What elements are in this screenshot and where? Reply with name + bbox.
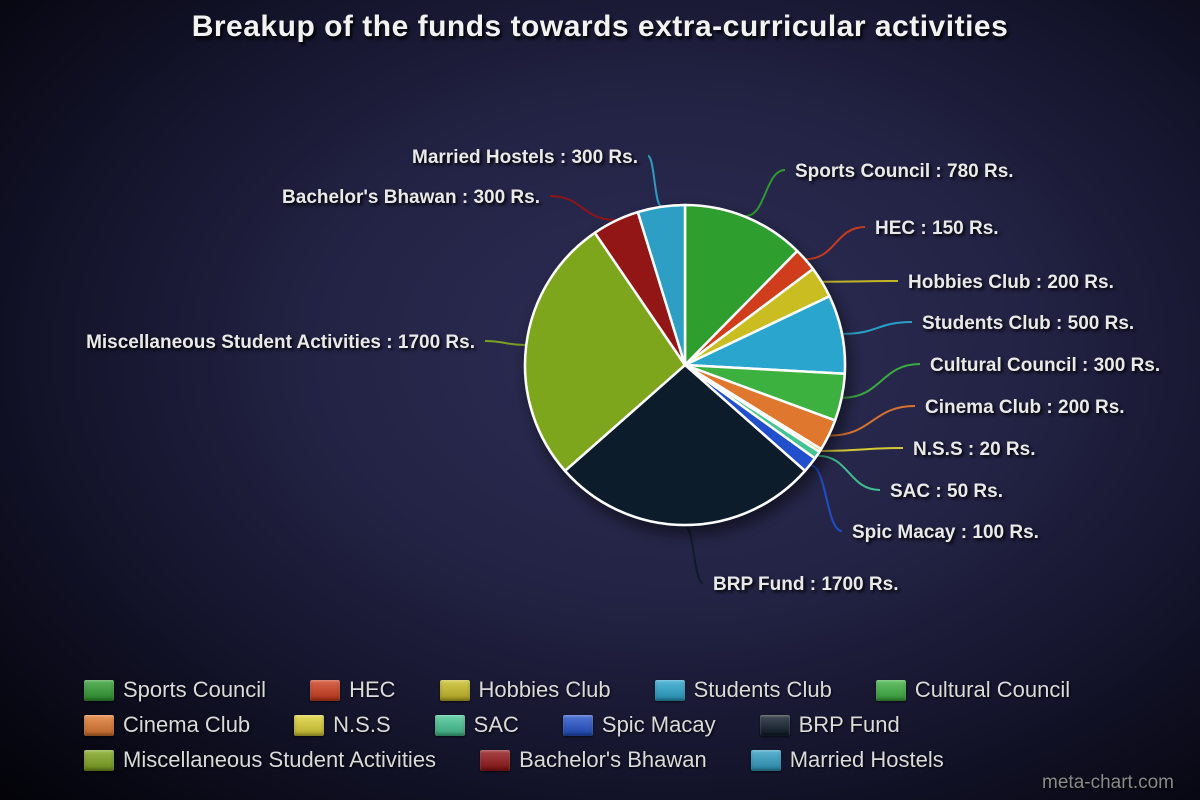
slice-callout-married-hostels: Married Hostels : 300 Rs.: [412, 147, 638, 168]
pie-slice-married-hostels: [636, 203, 687, 367]
legend-item-sports-council: Sports Council: [84, 676, 266, 704]
leader-line-sports-council: [745, 169, 786, 217]
legend-swatch-spic-macay: [562, 714, 593, 736]
leader-line-students-club: [842, 321, 913, 335]
legend-label: Spic Macay: [601, 712, 716, 737]
legend-swatch-cultural-council: [875, 679, 906, 701]
slice-callout-cinema-club: Cinema Club : 200 Rs.: [925, 397, 1125, 418]
legend-item-cinema-club: Cinema Club: [84, 711, 250, 739]
leader-line-cinema-club: [829, 405, 916, 437]
legend-swatch-students-club: [654, 679, 685, 701]
legend-label: HEC: [349, 677, 396, 702]
legend-label: Cinema Club: [123, 712, 251, 737]
legend-label: Students Club: [693, 677, 832, 702]
leader-line-bachelor-s-bhawan: [549, 195, 616, 221]
leader-lines: [484, 155, 921, 584]
legend-item-sac: SAC: [434, 711, 519, 739]
pie-slice-brp-fund: [563, 363, 807, 527]
leader-line-brp-fund: [684, 525, 704, 584]
slice-callout-students-club: Students Club : 500 Rs.: [922, 313, 1134, 334]
legend-item-married-hostels: Married Hostels: [750, 746, 944, 774]
slice-callout-miscellaneous-student-activities: Miscellaneous Student Activities : 1700 …: [86, 332, 475, 353]
legend-item-n-s-s: N.S.S: [294, 711, 391, 739]
slice-callout-hobbies-club: Hobbies Club : 200 Rs.: [908, 272, 1114, 293]
legend-item-bachelor-s-bhawan: Bachelor's Bhawan: [480, 746, 707, 774]
legend-swatch-cinema-club: [84, 714, 114, 736]
leader-line-spic-macay: [810, 464, 843, 532]
slice-callout-sports-council: Sports Council : 780 Rs.: [795, 161, 1014, 182]
slice-callout-brp-fund: BRP Fund : 1700 Rs.: [713, 574, 898, 595]
pie-slice-sports-council: [683, 203, 799, 367]
legend-swatch-brp-fund: [759, 714, 790, 736]
legend-label: SAC: [473, 712, 519, 737]
legend-item-cultural-council: Cultural Council: [875, 676, 1071, 704]
pie-slices: [523, 203, 847, 527]
leader-line-hobbies-club: [822, 280, 899, 283]
legend-swatch-sac: [434, 714, 465, 736]
leader-line-n-s-s: [821, 447, 904, 452]
slice-callout-hec: HEC : 150 Rs.: [875, 218, 999, 239]
legend-item-hec: HEC: [310, 676, 396, 704]
legend-label: Sports Council: [123, 677, 267, 702]
legend-label: Bachelor's Bhawan: [519, 747, 707, 772]
legend-swatch-bachelor-s-bhawan: [480, 749, 511, 771]
legend-item-students-club: Students Club: [654, 676, 832, 704]
slice-callout-bachelor-s-bhawan: Bachelor's Bhawan : 300 Rs.: [282, 187, 540, 208]
legend-label: Married Hostels: [789, 747, 944, 772]
slice-callout-cultural-council: Cultural Council : 300 Rs.: [930, 355, 1160, 376]
legend-label: Cultural Council: [914, 677, 1071, 702]
legend-swatch-hec: [310, 679, 341, 701]
leader-line-hec: [806, 226, 866, 261]
legend-swatch-sports-council: [84, 679, 114, 701]
slice-callout-spic-macay: Spic Macay : 100 Rs.: [852, 522, 1039, 543]
leader-line-cultural-council: [842, 363, 921, 399]
watermark: meta-chart.com: [1042, 772, 1174, 793]
legend-label: Miscellaneous Student Activities: [123, 747, 437, 772]
leader-line-miscellaneous-student-activities: [484, 340, 526, 346]
legend-item-miscellaneous-student-activities: Miscellaneous Student Activities: [84, 746, 436, 774]
legend-swatch-n-s-s: [294, 714, 325, 736]
legend-item-spic-macay: Spic Macay: [562, 711, 716, 739]
legend-swatch-hobbies-club: [439, 679, 470, 701]
legend-swatch-miscellaneous-student-activities: [84, 749, 114, 771]
legend: Sports Council HEC Hobbies Club Students Cl…: [84, 676, 1130, 774]
pie-slice-miscellaneous-student-activities: [523, 231, 687, 473]
legend-label: N.S.S: [333, 712, 391, 737]
legend-label: Hobbies Club: [478, 677, 611, 702]
chart-title: Breakup of the funds towards extra-curri…: [191, 10, 1009, 43]
legend-swatch-married-hostels: [750, 749, 781, 771]
slice-callouts: Sports Council : 780 Rs. HEC : 150 Rs. Hob…: [86, 147, 1160, 595]
slice-callout-sac: SAC : 50 Rs.: [890, 481, 1003, 502]
slice-callout-n-s-s: N.S.S : 20 Rs.: [913, 439, 1036, 460]
legend-item-brp-fund: BRP Fund: [759, 711, 900, 739]
leader-line-sac: [817, 454, 881, 491]
leader-line-married-hostels: [647, 155, 662, 207]
legend-label: BRP Fund: [798, 712, 900, 737]
legend-item-hobbies-club: Hobbies Club: [439, 676, 611, 704]
